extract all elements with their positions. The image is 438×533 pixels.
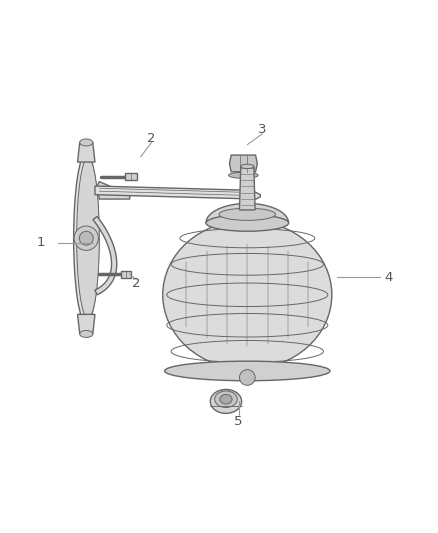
Polygon shape [78, 142, 95, 162]
Polygon shape [230, 155, 257, 172]
Ellipse shape [229, 172, 258, 179]
Polygon shape [121, 271, 131, 278]
Text: 1: 1 [36, 236, 45, 249]
Text: 5: 5 [234, 415, 243, 427]
Circle shape [74, 226, 99, 251]
Text: 2: 2 [147, 132, 156, 144]
Text: 4: 4 [385, 271, 393, 284]
Text: 3: 3 [258, 123, 267, 136]
Ellipse shape [165, 361, 330, 381]
Ellipse shape [163, 220, 332, 369]
Polygon shape [125, 173, 137, 180]
Ellipse shape [241, 164, 254, 168]
Ellipse shape [77, 158, 99, 319]
Circle shape [79, 231, 93, 245]
Ellipse shape [80, 330, 93, 337]
Polygon shape [206, 204, 289, 223]
Polygon shape [78, 314, 95, 334]
Ellipse shape [206, 215, 289, 231]
Ellipse shape [215, 391, 237, 408]
Ellipse shape [219, 208, 276, 220]
Ellipse shape [80, 139, 93, 146]
Ellipse shape [220, 394, 232, 404]
Polygon shape [97, 182, 130, 199]
Polygon shape [240, 166, 255, 210]
Ellipse shape [210, 390, 242, 414]
Polygon shape [95, 186, 260, 199]
Ellipse shape [74, 154, 99, 323]
Polygon shape [93, 216, 117, 295]
Circle shape [240, 370, 255, 385]
Text: 2: 2 [132, 277, 141, 290]
